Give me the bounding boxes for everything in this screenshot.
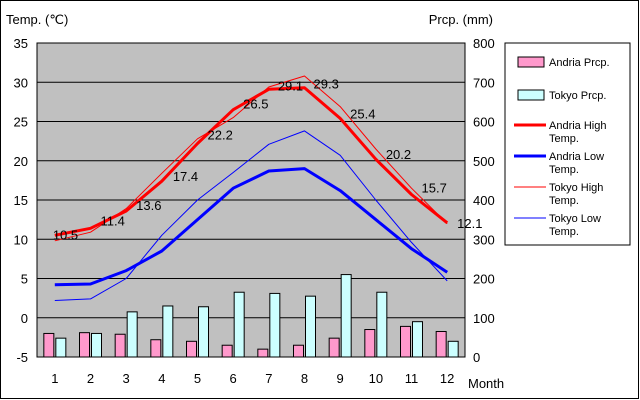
bar-andria-prcp <box>400 325 411 358</box>
x-tick-label: 11 <box>405 371 419 386</box>
bar-andria-prcp <box>364 329 376 358</box>
y-left-tick-label: -5 <box>16 350 28 365</box>
x-tick-label: 9 <box>337 371 344 386</box>
legend-label: Tokyo High Temp. <box>549 182 603 207</box>
line-andria-low-temp <box>54 167 449 287</box>
legend-label: Andria High Temp. <box>549 120 606 145</box>
bar-tokyo-prcp <box>198 306 209 358</box>
x-tick-label: 12 <box>440 371 454 386</box>
bar-tokyo-prcp <box>233 291 245 358</box>
y-left-tick-label: 5 <box>21 272 28 287</box>
y-right-tick-label: 600 <box>473 115 495 130</box>
data-label-andria-high: 20.2 <box>386 147 411 162</box>
y-right-tick-label: 300 <box>473 232 495 247</box>
data-label-andria-high: 26.5 <box>243 97 268 112</box>
bar-tokyo-prcp <box>376 291 388 358</box>
data-label-andria-high: 29.3 <box>314 77 339 92</box>
data-label-andria-high: 15.7 <box>422 181 447 196</box>
data-label-andria-high: 12.1 <box>457 216 482 231</box>
bar-tokyo-prcp <box>305 295 316 358</box>
bar-andria-prcp <box>328 337 340 358</box>
y-left-tick-label: 30 <box>14 75 28 90</box>
bar-tokyo-prcp <box>412 321 423 358</box>
x-tick-label: 1 <box>51 371 58 386</box>
bar-tokyo-prcp <box>91 332 102 358</box>
x-tick-label: 7 <box>265 371 272 386</box>
x-tick-label: 2 <box>87 371 94 386</box>
x-tick-label: 6 <box>230 371 237 386</box>
legend-label: Andria Low Temp. <box>549 151 604 176</box>
data-label-andria-high: 10.5 <box>53 227 78 242</box>
bar-andria-prcp <box>221 344 233 358</box>
line-andria-high-temp <box>54 86 449 237</box>
y-left-tick-label: 15 <box>14 193 28 208</box>
x-tick-label: 5 <box>194 371 201 386</box>
legend-label: Tokyo Low Temp. <box>549 213 601 238</box>
y-right-tick-label: 400 <box>473 193 495 208</box>
y-right-tick-label: 500 <box>473 154 495 169</box>
legend-swatch-bar <box>517 56 545 68</box>
legend-label: Tokyo Prcp. <box>549 90 606 102</box>
bar-andria-prcp <box>293 344 304 358</box>
bar-tokyo-prcp <box>126 311 138 358</box>
data-label-andria-high: 25.4 <box>350 106 375 121</box>
bar-andria-prcp <box>43 332 55 358</box>
x-tick-label: 4 <box>158 371 165 386</box>
bar-tokyo-prcp <box>162 305 174 358</box>
y-right-axis-title: Prcp. (mm) <box>429 12 493 27</box>
y-left-tick-label: 10 <box>14 232 28 247</box>
bar-tokyo-prcp <box>447 340 459 358</box>
y-right-tick-label: 700 <box>473 75 495 90</box>
y-right-tick-label: 200 <box>473 272 495 287</box>
x-tick-label: 8 <box>301 371 308 386</box>
legend-box <box>504 42 631 246</box>
data-label-andria-high: 13.6 <box>136 198 161 213</box>
y-left-axis-title: Temp. (℃) <box>6 12 68 27</box>
bar-andria-prcp <box>79 332 90 358</box>
bar-andria-prcp <box>150 339 162 358</box>
bar-andria-prcp <box>186 340 197 358</box>
y-left-tick-label: 25 <box>14 115 28 130</box>
y-left-tick-label: 20 <box>14 154 28 169</box>
data-label-andria-high: 11.4 <box>101 213 125 228</box>
legend-label: Andria Prcp. <box>549 57 610 69</box>
y-right-tick-label: 0 <box>473 350 480 365</box>
y-left-tick-label: 0 <box>21 311 28 326</box>
bar-andria-prcp <box>435 330 447 358</box>
x-tick-label: 3 <box>123 371 130 386</box>
data-label-andria-high: 29.1 <box>278 78 303 93</box>
line-tokyo-low-temp <box>54 130 448 301</box>
y-right-tick-label: 100 <box>473 311 495 326</box>
x-tick-label: 10 <box>369 371 383 386</box>
bar-andria-prcp <box>114 333 126 358</box>
x-axis-title: Month <box>468 376 504 391</box>
y-left-tick-label: 35 <box>14 36 28 51</box>
legend-swatch-bar <box>517 89 545 101</box>
data-label-andria-high: 22.2 <box>208 127 233 142</box>
bar-tokyo-prcp <box>269 292 281 358</box>
bar-andria-prcp <box>257 348 269 358</box>
bar-tokyo-prcp <box>340 274 352 358</box>
data-label-andria-high: 17.4 <box>173 169 198 184</box>
bar-tokyo-prcp <box>55 337 67 358</box>
y-right-tick-label: 800 <box>473 36 495 51</box>
